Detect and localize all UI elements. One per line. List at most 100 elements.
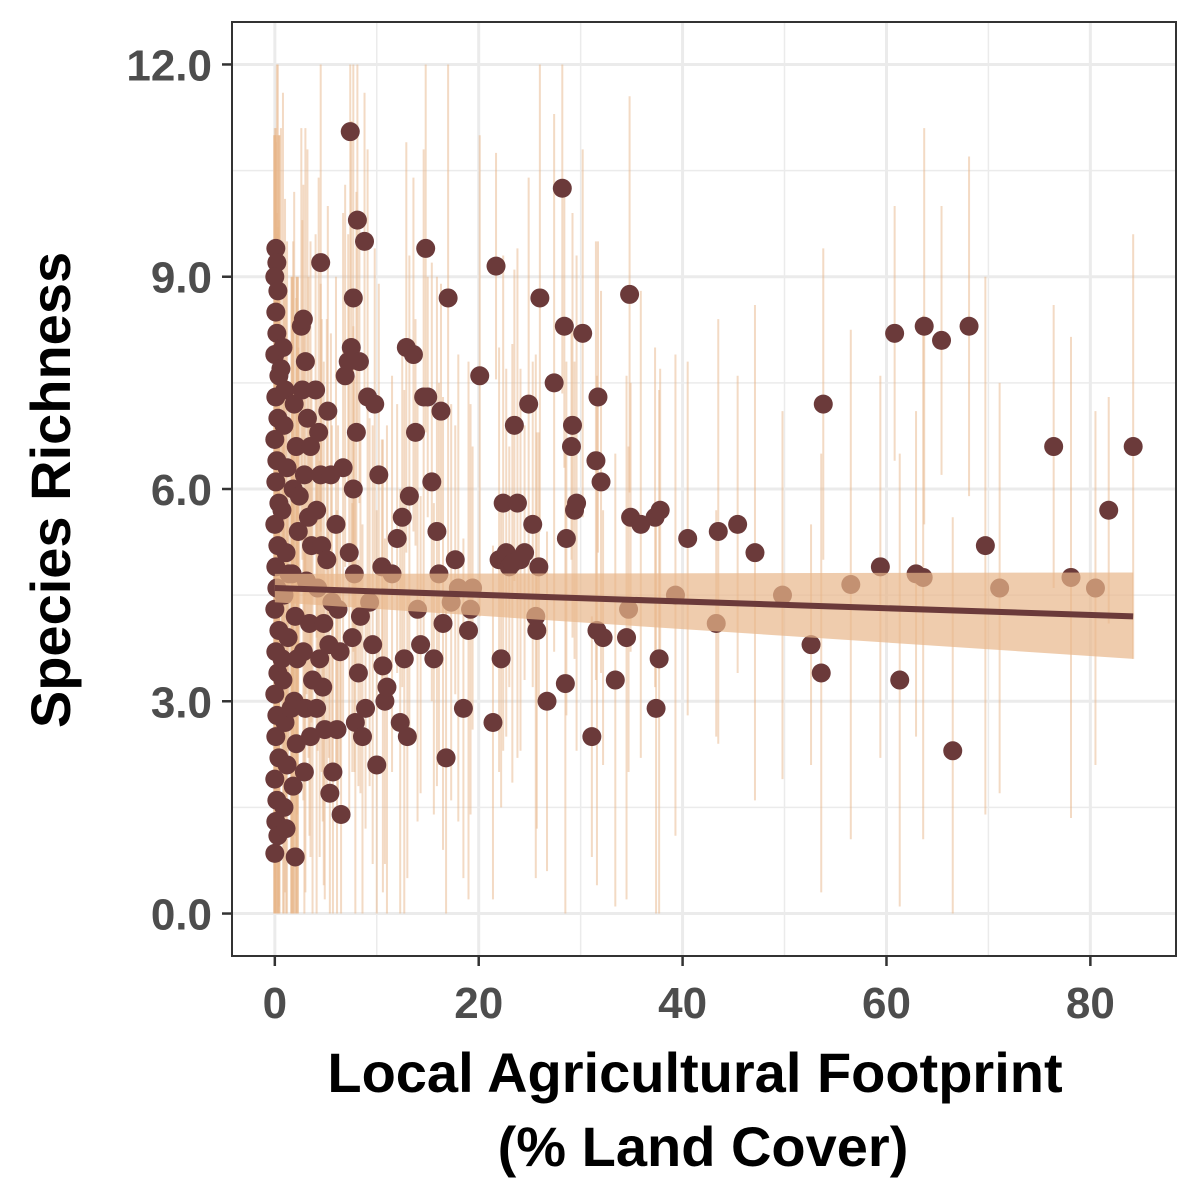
data-point	[491, 649, 511, 669]
data-point	[586, 451, 606, 471]
data-point	[556, 529, 576, 549]
data-point	[317, 550, 337, 570]
data-point	[265, 429, 285, 449]
data-point	[392, 507, 412, 527]
data-point	[314, 613, 334, 633]
data-point	[552, 178, 572, 198]
data-point	[341, 337, 361, 357]
data-point	[266, 302, 286, 322]
data-point	[265, 843, 285, 863]
data-point	[343, 288, 363, 308]
x-axis-ticks: 0 20 40 60 80	[263, 956, 1115, 1028]
data-point	[313, 677, 333, 697]
data-point	[281, 698, 301, 718]
data-point	[801, 635, 821, 655]
data-point	[267, 323, 287, 343]
data-point	[367, 755, 387, 775]
y-tick-label: 9.0	[151, 254, 212, 303]
data-point	[333, 458, 353, 478]
data-point	[326, 514, 346, 534]
data-point	[567, 493, 587, 513]
data-point	[678, 529, 698, 549]
data-point	[268, 281, 288, 301]
data-point	[943, 741, 963, 761]
data-point	[605, 670, 625, 690]
data-point	[1044, 437, 1064, 457]
x-axis-title-line1: Local Agricultural Footprint	[327, 1041, 1062, 1104]
data-point	[266, 727, 286, 747]
data-point	[297, 408, 317, 428]
data-point	[350, 606, 370, 626]
data-point	[271, 359, 291, 379]
data-point	[932, 330, 952, 350]
x-axis-title-line2: (% Land Cover)	[498, 1115, 909, 1178]
data-point	[339, 543, 359, 563]
data-point	[424, 649, 444, 669]
data-point	[438, 288, 458, 308]
data-point	[273, 670, 293, 690]
data-point	[286, 734, 306, 754]
data-point	[284, 394, 304, 414]
data-point	[342, 628, 362, 648]
data-point	[617, 628, 637, 648]
data-point	[1123, 437, 1143, 457]
data-point	[885, 323, 905, 343]
data-point	[310, 649, 330, 669]
data-point	[813, 394, 833, 414]
data-point	[265, 769, 285, 789]
data-point	[537, 691, 557, 711]
y-axis-title: Species Richness	[19, 252, 82, 728]
data-point	[390, 713, 410, 732]
data-point	[422, 472, 442, 492]
data-point	[631, 514, 651, 534]
data-point	[307, 698, 327, 718]
data-point	[265, 267, 285, 287]
data-point	[453, 698, 473, 718]
x-tick-label: 0	[263, 979, 287, 1028]
data-point	[650, 500, 670, 520]
data-point	[582, 727, 602, 747]
data-point	[265, 599, 285, 619]
y-tick-label: 0.0	[151, 891, 212, 940]
data-point	[445, 550, 465, 570]
data-point	[544, 373, 564, 393]
data-point	[299, 613, 319, 633]
data-point	[418, 387, 438, 407]
data-point	[588, 387, 608, 407]
data-point	[274, 415, 294, 435]
x-tick-label: 40	[658, 979, 707, 1028]
y-axis-ticks: 0.0 3.0 6.0 9.0 12.0	[126, 41, 232, 940]
data-point	[307, 500, 327, 520]
y-tick-label: 12.0	[126, 41, 212, 90]
data-point	[530, 288, 550, 308]
data-point	[318, 401, 338, 421]
data-point	[573, 323, 593, 343]
data-point	[348, 663, 368, 683]
data-point	[649, 649, 669, 669]
data-point	[265, 514, 285, 534]
data-point	[433, 613, 453, 633]
fit-group	[274, 572, 1134, 659]
data-point	[320, 783, 340, 803]
data-point	[292, 380, 312, 400]
data-point	[890, 670, 910, 690]
x-tick-label: 60	[862, 979, 911, 1028]
data-point	[327, 720, 347, 740]
data-point	[266, 238, 286, 258]
data-point	[335, 366, 355, 386]
data-point	[387, 529, 407, 549]
data-point	[266, 472, 286, 492]
data-point	[294, 465, 314, 485]
data-point	[365, 394, 385, 414]
data-point	[274, 797, 294, 817]
data-point	[369, 465, 389, 485]
data-point	[620, 284, 640, 304]
data-point	[870, 557, 890, 577]
data-point	[285, 847, 305, 867]
data-point	[346, 422, 366, 442]
data-point	[561, 437, 581, 457]
data-point	[276, 543, 296, 563]
data-point	[1099, 500, 1119, 520]
data-point	[399, 486, 419, 506]
